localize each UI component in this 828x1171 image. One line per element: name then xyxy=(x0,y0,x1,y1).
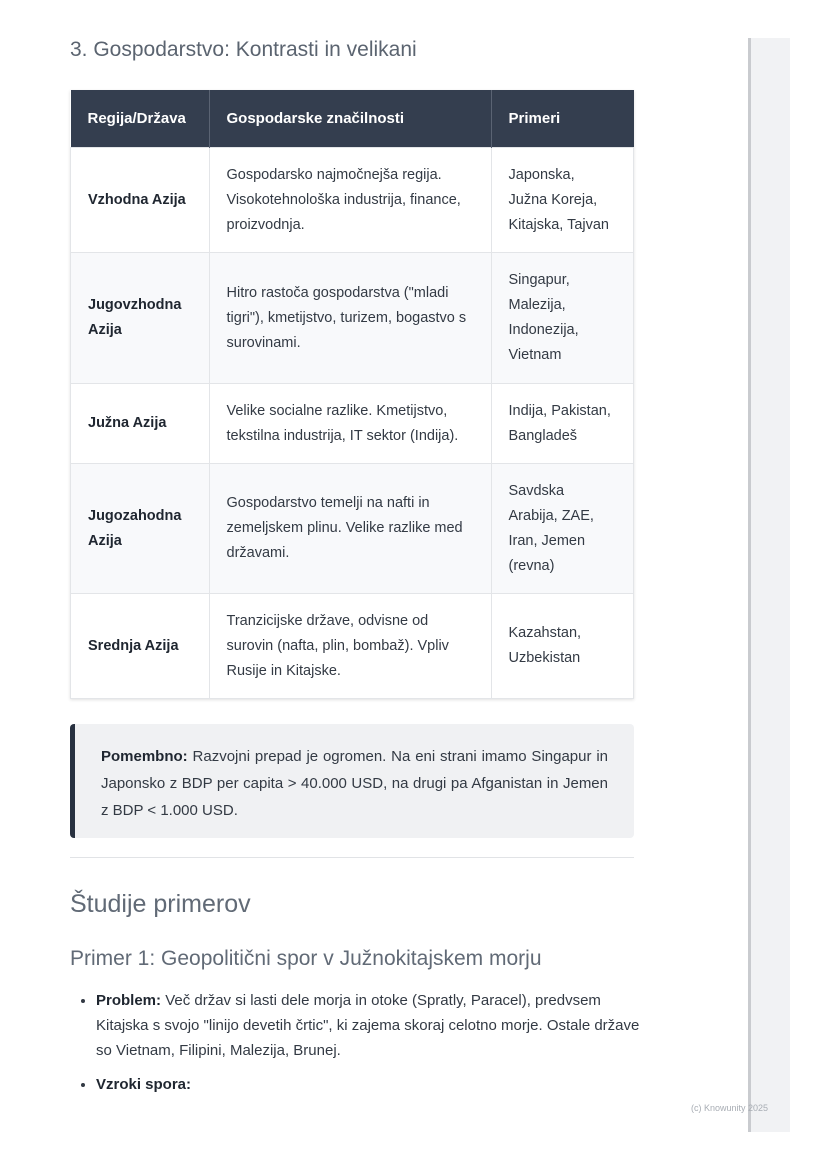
cell-examples: Indija, Pakistan, Bangladeš xyxy=(490,383,634,464)
cell-region: Jugovzhodna Azija xyxy=(70,252,210,384)
table-row: Južna Azija Velike socialne razlike. Kme… xyxy=(70,383,634,464)
table-header-row: Regija/Država Gospodarske značilnosti Pr… xyxy=(70,90,634,148)
header-region: Regija/Država xyxy=(70,90,210,148)
cell-features: Velike socialne razlike. Kmetijstvo, tek… xyxy=(208,383,492,464)
table-row: Srednja Azija Tranzicijske države, odvis… xyxy=(70,593,634,699)
section-title: 3. Gospodarstvo: Kontrasti in velikani xyxy=(70,38,417,61)
cell-region: Jugozahodna Azija xyxy=(70,463,210,594)
cell-features: Gospodarsko najmočnejša regija. Visokote… xyxy=(208,147,492,253)
cell-region: Južna Azija xyxy=(70,383,210,464)
header-examples: Primeri xyxy=(491,90,634,148)
side-panel xyxy=(748,38,790,1132)
cell-examples: Singapur, Malezija, Indonezija, Vietnam xyxy=(490,252,634,384)
case1-title: Primer 1: Geopolitični spor v Južnokitaj… xyxy=(70,947,542,970)
case-studies-title: Študije primerov xyxy=(70,890,251,918)
footer-copyright: (c) Knowunity 2025 xyxy=(691,1103,769,1113)
cell-region: Vzhodna Azija xyxy=(70,147,210,253)
important-callout: Pomembno: Razvojni prepad je ogromen. Na… xyxy=(70,724,634,838)
cell-examples: Savdska Arabija, ZAE, Iran, Jemen (revna… xyxy=(490,463,634,594)
cell-features: Hitro rastoča gospodarstva ("mladi tigri… xyxy=(208,252,492,384)
list-item: Vzroki spora: xyxy=(96,1072,656,1097)
divider xyxy=(70,857,634,858)
item-text: Več držav si lasti dele morja in otoke (… xyxy=(96,992,640,1059)
table-row: Vzhodna Azija Gospodarsko najmočnejša re… xyxy=(70,147,634,253)
item-label: Problem: xyxy=(96,992,162,1009)
cell-examples: Kazahstan, Uzbekistan xyxy=(490,593,634,699)
header-features: Gospodarske značilnosti xyxy=(209,90,492,148)
cell-features: Gospodarstvo temelji na nafti in zemeljs… xyxy=(208,463,492,594)
callout-text: Razvojni prepad je ogromen. Na eni stran… xyxy=(101,748,609,819)
list-item: Problem: Več držav si lasti dele morja i… xyxy=(96,988,656,1063)
table-row: Jugovzhodna Azija Hitro rastoča gospodar… xyxy=(70,252,634,384)
cell-features: Tranzicijske države, odvisne od surovin … xyxy=(208,593,492,699)
item-label: Vzroki spora: xyxy=(96,1076,192,1093)
table-row: Jugozahodna Azija Gospodarstvo temelji n… xyxy=(70,463,634,594)
economy-table: Regija/Država Gospodarske značilnosti Pr… xyxy=(70,90,634,699)
cell-examples: Japonska, Južna Koreja, Kitajska, Tajvan xyxy=(490,147,634,253)
cell-region: Srednja Azija xyxy=(70,593,210,699)
callout-label: Pomembno: xyxy=(101,748,188,765)
case1-list: Problem: Več držav si lasti dele morja i… xyxy=(70,988,656,1106)
